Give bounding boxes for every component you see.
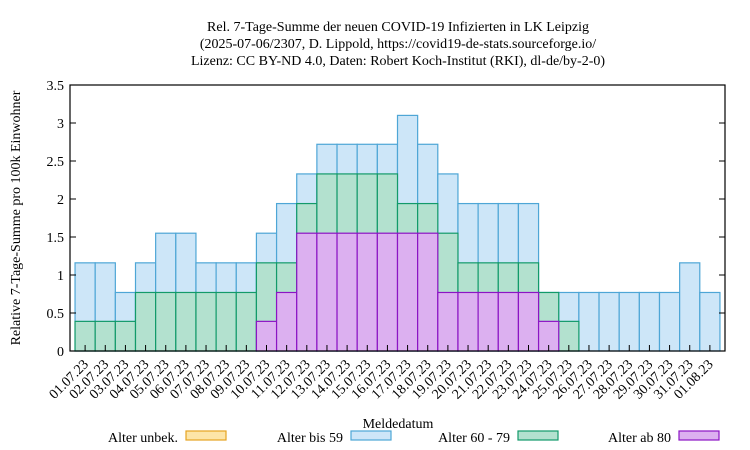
bars-layer	[74, 114, 721, 352]
bar-alter-bis-59-30	[679, 262, 701, 352]
y-tick-label: 3.5	[47, 79, 65, 94]
plot-frame	[69, 84, 726, 352]
bar-alter-ab-80-12	[316, 232, 338, 352]
bar-alter-bis-59-27	[618, 291, 640, 352]
bar-alter-ab-80-16	[396, 232, 419, 352]
y-tick-label: 3	[57, 117, 64, 132]
legend-label: Alter unbek.	[108, 431, 178, 446]
bar-alter-ab-80-18	[437, 291, 459, 352]
bar-alter-ab-80-17	[417, 232, 439, 352]
y-axis: 0 0.5 1 1.5 2 2.5 3 3.5	[47, 79, 725, 360]
bar-alter-ab-80-19	[457, 291, 479, 352]
y-tick-label: 1.5	[47, 231, 65, 246]
bar-alter-bis-59-25	[578, 291, 600, 352]
bar-alter-bis-59-26	[598, 291, 620, 352]
bar-alter-bis-59-31	[699, 291, 721, 352]
legend-swatch	[185, 430, 227, 441]
bar-alter-60-79-3	[134, 291, 157, 352]
y-tick-label: 0	[57, 345, 64, 360]
x-axis: 01.07.2302.07.2303.07.2304.07.2305.07.23…	[47, 345, 717, 402]
legend-swatch	[350, 430, 392, 441]
y-tick-label: 2.5	[47, 155, 65, 170]
legend-swatch	[678, 430, 720, 441]
legend-label: Alter ab 80	[608, 431, 671, 446]
chart-title-line-3: Lizenz: CC BY-ND 4.0, Daten: Robert Koch…	[191, 54, 605, 69]
legend-label: Alter 60 - 79	[438, 431, 510, 446]
y-tick-label: 2	[57, 193, 64, 208]
bar-alter-ab-80-10	[275, 291, 298, 352]
bar-alter-bis-59-29	[658, 291, 681, 352]
bar-alter-60-79-8	[235, 291, 258, 352]
bar-alter-60-79-5	[175, 291, 197, 352]
y-axis-label: Relative 7-Tage-Summe pro 100k Einwohner	[9, 90, 24, 345]
bar-alter-ab-80-22	[517, 291, 540, 352]
chart-title-line-1: Rel. 7-Tage-Summe der neuen COVID-19 Inf…	[207, 20, 589, 35]
legend-label: Alter bis 59	[277, 431, 343, 446]
bar-alter-ab-80-20	[477, 291, 499, 352]
chart-title: Rel. 7-Tage-Summe der neuen COVID-19 Inf…	[191, 20, 605, 69]
bar-alter-ab-80-11	[296, 232, 318, 352]
bar-alter-ab-80-14	[356, 232, 378, 352]
y-tick-label: 1	[57, 269, 64, 284]
bar-alter-ab-80-21	[497, 291, 520, 352]
bar-alter-ab-80-15	[376, 232, 399, 352]
bar-alter-60-79-6	[195, 291, 217, 352]
bar-alter-bis-59-28	[638, 291, 661, 352]
bar-alter-60-79-7	[215, 291, 237, 352]
legend-swatch	[517, 430, 559, 441]
legend: Alter unbek. Alter bis 59 Alter 60 - 79 Alt…	[108, 430, 720, 446]
bar-alter-ab-80-13	[336, 232, 358, 352]
chart-title-line-2: (2025-07-06/2307, D. Lippold, https://co…	[200, 37, 596, 52]
bar-alter-60-79-4	[155, 291, 177, 352]
y-tick-label: 0.5	[47, 307, 65, 322]
x-axis-label: Meldedatum	[363, 417, 434, 432]
